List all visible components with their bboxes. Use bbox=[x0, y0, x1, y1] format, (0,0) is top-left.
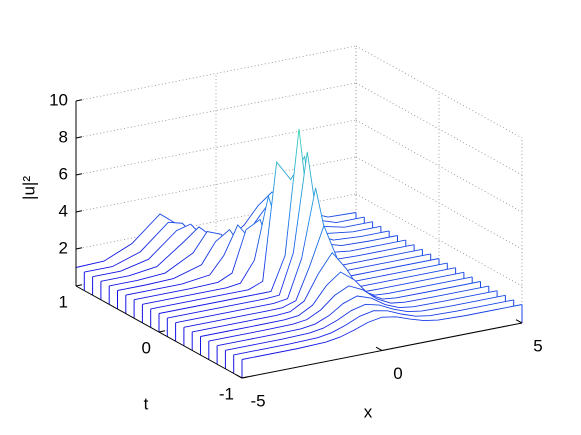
curve bbox=[167, 151, 448, 319]
curve bbox=[150, 155, 431, 310]
curve bbox=[183, 224, 464, 328]
t-axis-label: t bbox=[144, 394, 149, 413]
x-tick-label: 0 bbox=[393, 364, 402, 383]
x-tick-label: -5 bbox=[250, 391, 265, 410]
z-tick bbox=[75, 99, 83, 102]
z-tick bbox=[75, 136, 83, 139]
curve bbox=[175, 187, 456, 324]
z-tick-label: 6 bbox=[59, 164, 68, 183]
curtain bbox=[242, 304, 522, 378]
curve bbox=[217, 290, 498, 347]
t-tick bbox=[75, 284, 83, 287]
grid-line bbox=[355, 119, 523, 213]
t-tick-label: 0 bbox=[142, 338, 151, 357]
curves bbox=[75, 128, 523, 378]
curve bbox=[208, 285, 489, 342]
t-tick-label: -1 bbox=[219, 384, 234, 403]
curve bbox=[192, 251, 473, 333]
z-tick bbox=[75, 173, 83, 176]
curve bbox=[233, 299, 514, 356]
curve bbox=[200, 271, 481, 337]
t-tick-label: 1 bbox=[59, 292, 68, 311]
x-tick-label: 5 bbox=[533, 336, 542, 355]
grid-line bbox=[75, 45, 357, 102]
axes: 2 4 6 8 10 -1 0 1 -5 0 5 bbox=[49, 90, 543, 410]
x-tick bbox=[235, 374, 243, 379]
curve bbox=[241, 304, 523, 360]
z-tick-label: 2 bbox=[59, 238, 68, 257]
curve bbox=[158, 128, 440, 314]
z-tick-label: 10 bbox=[49, 90, 68, 109]
grid-line bbox=[355, 193, 523, 287]
x-tick bbox=[515, 319, 523, 324]
grid-line bbox=[355, 45, 523, 139]
z-tick bbox=[75, 210, 83, 213]
z-tick bbox=[75, 247, 83, 250]
x-axis-label: x bbox=[364, 402, 373, 421]
x-tick bbox=[375, 346, 383, 351]
t-tick bbox=[158, 330, 166, 333]
z-tick-label: 4 bbox=[59, 201, 68, 220]
curve bbox=[225, 294, 506, 351]
z-tick-label: 8 bbox=[59, 127, 68, 146]
t-tick bbox=[241, 376, 249, 379]
z-axis-label: |u|² bbox=[19, 176, 38, 200]
